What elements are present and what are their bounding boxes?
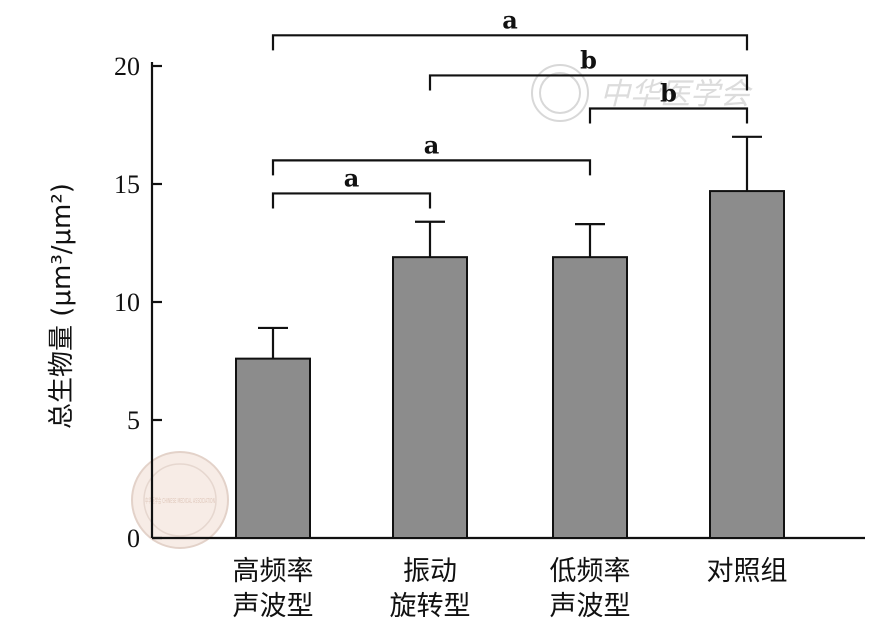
significance-bracket bbox=[271, 34, 749, 51]
watermark-text: 中华医学会 bbox=[600, 77, 753, 112]
watermark-top-right: 中华医学会 bbox=[531, 64, 753, 122]
y-tick-label: 0 bbox=[127, 524, 140, 553]
y-tick-label: 5 bbox=[127, 406, 140, 435]
category-label: 声波型 bbox=[550, 591, 631, 622]
bar bbox=[392, 256, 468, 539]
y-tick-label: 10 bbox=[114, 288, 140, 317]
significance-bracket bbox=[428, 74, 749, 91]
significance-bracket bbox=[588, 107, 749, 124]
significance-bracket bbox=[271, 192, 432, 209]
bars bbox=[235, 135, 785, 540]
significance-bracket bbox=[271, 159, 592, 176]
bar bbox=[709, 190, 785, 540]
significance-brackets: a b b a a bbox=[271, 5, 749, 209]
y-axis-label: 总生物量 (μm³/μm²) bbox=[47, 183, 77, 429]
significance-label: a bbox=[424, 130, 440, 159]
category-label: 高频率 bbox=[233, 556, 314, 587]
watermark-seal-text: 中华医学会 CHINESE MEDICAL ASSOCIATION bbox=[145, 496, 215, 505]
significance-label: b bbox=[660, 78, 677, 107]
y-tick-label: 20 bbox=[114, 52, 140, 81]
significance-label: a bbox=[344, 163, 360, 192]
category-label: 对照组 bbox=[707, 556, 788, 587]
bar bbox=[552, 256, 628, 539]
bar bbox=[235, 357, 311, 540]
category-label: 声波型 bbox=[233, 591, 314, 622]
significance-label: b bbox=[580, 45, 597, 74]
category-label: 旋转型 bbox=[390, 591, 471, 622]
category-label: 低频率 bbox=[550, 556, 631, 587]
significance-label: a bbox=[502, 5, 518, 34]
y-tick-label: 15 bbox=[114, 170, 140, 199]
category-label: 振动 bbox=[403, 556, 457, 587]
watermark-seal: 中华医学会 CHINESE MEDICAL ASSOCIATION bbox=[131, 451, 229, 549]
